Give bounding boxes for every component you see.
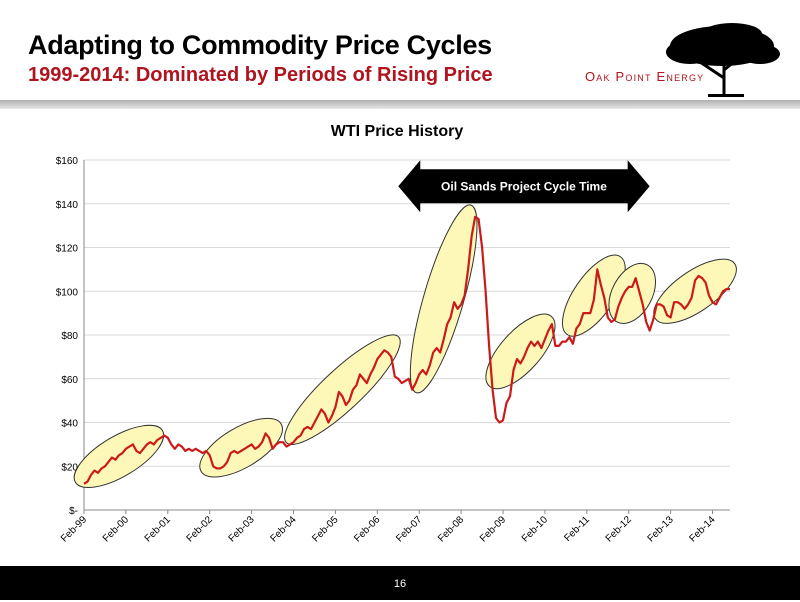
y-tick-label: $100 <box>56 287 79 298</box>
wti-price-chart: WTI Price History $- $20 $40 $60 $80 $100 $120… <box>56 123 737 545</box>
y-tick-label: $160 <box>56 156 79 167</box>
y-tick-label: $80 <box>61 331 78 342</box>
y-tick-label: $20 <box>61 462 78 473</box>
page-number: 16 <box>393 578 407 590</box>
x-tick-label: Feb-09 <box>478 514 508 544</box>
x-tick-label: Feb-00 <box>101 514 131 544</box>
y-tick-label: $140 <box>56 200 79 211</box>
y-tick-label: $120 <box>56 244 79 255</box>
highlight-ellipse <box>284 334 401 445</box>
x-tick-label: Feb-14 <box>687 514 717 544</box>
header-divider <box>0 100 800 109</box>
y-tick-label: $60 <box>61 375 78 386</box>
x-tick-label: Feb-11 <box>562 514 592 544</box>
x-tick-label: Feb-13 <box>646 514 676 544</box>
highlight-ellipse <box>485 313 556 390</box>
x-tick-label: Feb-99 <box>59 514 89 544</box>
chart-title: WTI Price History <box>331 123 464 140</box>
x-tick-label: Feb-01 <box>143 514 173 544</box>
highlight-ellipse <box>199 417 283 478</box>
x-tick-label: Feb-03 <box>227 514 257 544</box>
footer-bar: 16 <box>0 566 800 600</box>
x-tick-label: Feb-04 <box>268 514 298 544</box>
x-tick-label: Feb-02 <box>185 514 215 544</box>
x-tick-label: Feb-08 <box>436 514 466 544</box>
cycle-time-label: Oil Sands Project Cycle Time <box>441 179 607 193</box>
slide-title: Adapting to Commodity Price Cycles <box>28 30 492 60</box>
cycle-time-arrow <box>398 160 650 213</box>
x-tick-label: Feb-07 <box>394 514 424 544</box>
x-tick-label: Feb-10 <box>520 514 550 544</box>
x-tick-label: Feb-12 <box>604 514 634 544</box>
slide-subtitle: 1999-2014: Dominated by Periods of Risin… <box>28 64 493 86</box>
x-tick-label: Feb-05 <box>310 514 340 544</box>
x-tick-label: Feb-06 <box>352 514 382 544</box>
company-logo-text: Oak Point Energy <box>585 69 705 84</box>
highlight-ellipse <box>409 204 478 394</box>
tree-logo-icon <box>666 23 780 97</box>
highlight-ellipse <box>653 258 737 324</box>
y-tick-label: $- <box>69 506 78 517</box>
wti-price-line <box>83 215 730 485</box>
y-tick-label: $40 <box>61 419 78 430</box>
